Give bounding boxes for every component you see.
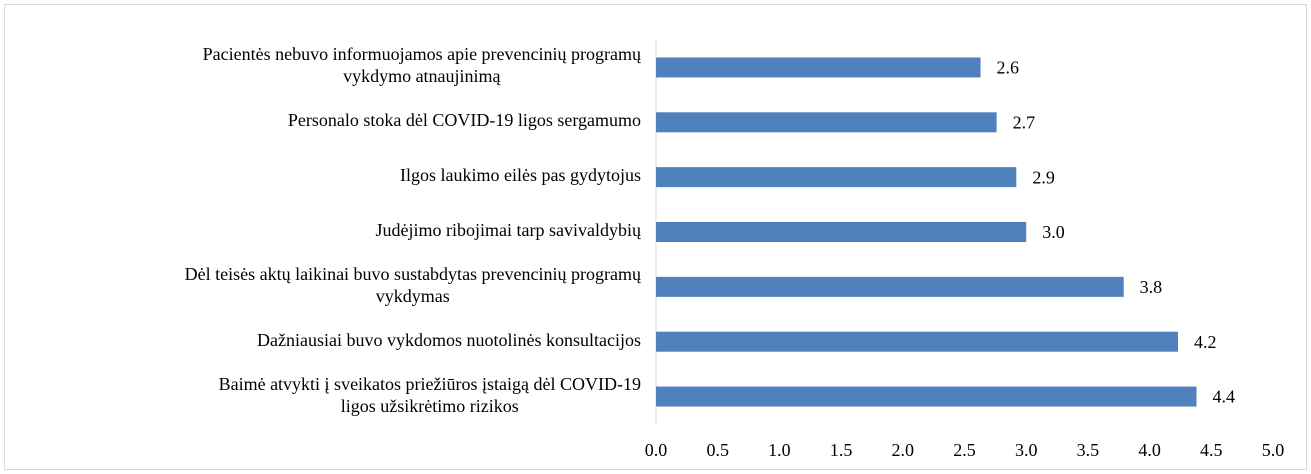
bar — [656, 331, 1178, 352]
bar — [656, 57, 981, 78]
bar — [656, 276, 1124, 297]
x-tick-label: 4.0 — [1138, 440, 1161, 460]
data-label: 2.6 — [997, 58, 1020, 78]
y-tick-label: Personalo stoka dėl COVID-19 ligos serga… — [287, 110, 641, 131]
bar — [656, 386, 1197, 407]
x-tick-label: 1.5 — [830, 440, 853, 460]
y-tick-label: Baimė atvykti į sveikatos priežiūros įst… — [218, 373, 641, 416]
y-tick-label: Dažniausiai buvo vykdomos nuotolinės kon… — [257, 329, 641, 350]
data-label: 2.9 — [1032, 167, 1055, 187]
x-tick-label: 0.0 — [645, 440, 668, 460]
chart-border — [4, 4, 1307, 470]
data-label: 2.7 — [1013, 112, 1036, 132]
data-label: 4.4 — [1212, 387, 1235, 407]
data-label: 3.8 — [1140, 277, 1163, 297]
x-tick-label: 1.0 — [768, 440, 791, 460]
x-tick-label: 3.5 — [1077, 440, 1100, 460]
x-tick-label: 5.0 — [1262, 440, 1285, 460]
x-tick-label: 2.0 — [892, 440, 915, 460]
bar — [656, 222, 1027, 242]
bar — [656, 167, 1017, 188]
x-tick-label: 3.0 — [1015, 440, 1038, 460]
x-tick-label: 0.5 — [706, 440, 729, 460]
y-tick-label: Pacientės nebuvo informuojamos apie prev… — [202, 44, 641, 87]
data-label: 3.0 — [1042, 222, 1065, 242]
y-tick-label: Ilgos laukimo eilės pas gydytojus — [400, 165, 641, 186]
y-tick-label: Judėjimo ribojimai tarp savivaldybių — [375, 220, 641, 240]
x-tick-label: 2.5 — [953, 440, 976, 460]
data-label: 4.2 — [1194, 332, 1217, 352]
y-tick-label: Dėl teisės aktų laikinai buvo sustabdyta… — [184, 263, 641, 306]
bar — [656, 112, 997, 133]
x-tick-label: 4.5 — [1200, 440, 1223, 460]
